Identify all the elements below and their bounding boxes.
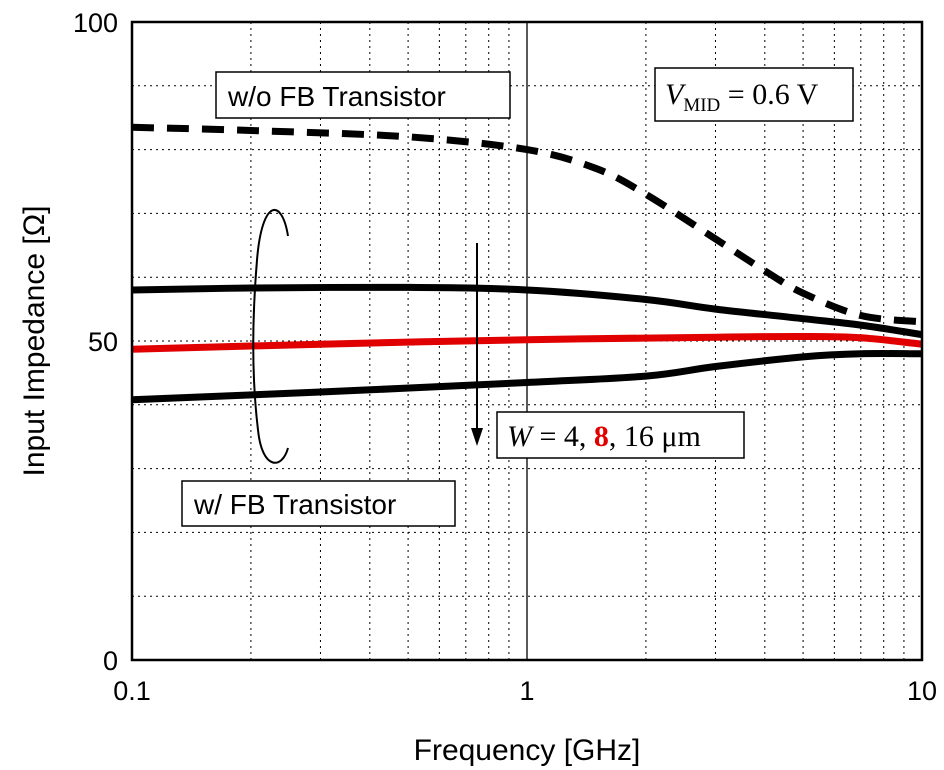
y-tick-label: 100: [73, 8, 118, 38]
x-tick-label: 0.1: [113, 676, 151, 706]
width-highlight: 8: [594, 420, 609, 453]
vmid-sub: MID: [683, 95, 720, 116]
width-suffix: , 16 μm: [609, 420, 701, 453]
x-tick-label: 1: [519, 676, 534, 706]
x-axis-title: Frequency [GHz]: [414, 734, 641, 767]
series-line-w_fb_4um: [131, 283, 923, 339]
y-tick-label: 50: [88, 327, 118, 357]
w-fb-label: w/ FB Transistor: [193, 489, 396, 520]
vmid-var: V: [665, 78, 687, 111]
vmid-label: VMID = 0.6 V: [665, 78, 819, 116]
y-tick-label: 0: [103, 646, 118, 676]
wo-fb-label: w/o FB Transistor: [227, 81, 446, 112]
vmid-rest: = 0.6 V: [720, 78, 818, 111]
series-line-w_fb_8um: [131, 332, 923, 353]
width-label-box: [496, 411, 745, 459]
width-prefix: = 4,: [532, 420, 594, 453]
sweep-arrow-head: [471, 428, 483, 446]
plot-frame: [130, 20, 924, 662]
series-line-wo_fb: [131, 123, 923, 326]
y-axis-title: Input Impedance [Ω]: [18, 206, 51, 477]
width-var: W: [507, 420, 535, 453]
series-line-w_fb_16um: [131, 350, 923, 404]
vmid-label-box: [654, 67, 854, 122]
series-layer: [131, 123, 923, 404]
curve-group-bracket: [252, 208, 289, 464]
width-label: W = 4, 8, 16 μm: [507, 420, 701, 453]
x-tick-label: 10: [907, 676, 937, 706]
w-fb-label-box: [181, 480, 456, 527]
wo-fb-label-box: [215, 71, 511, 119]
